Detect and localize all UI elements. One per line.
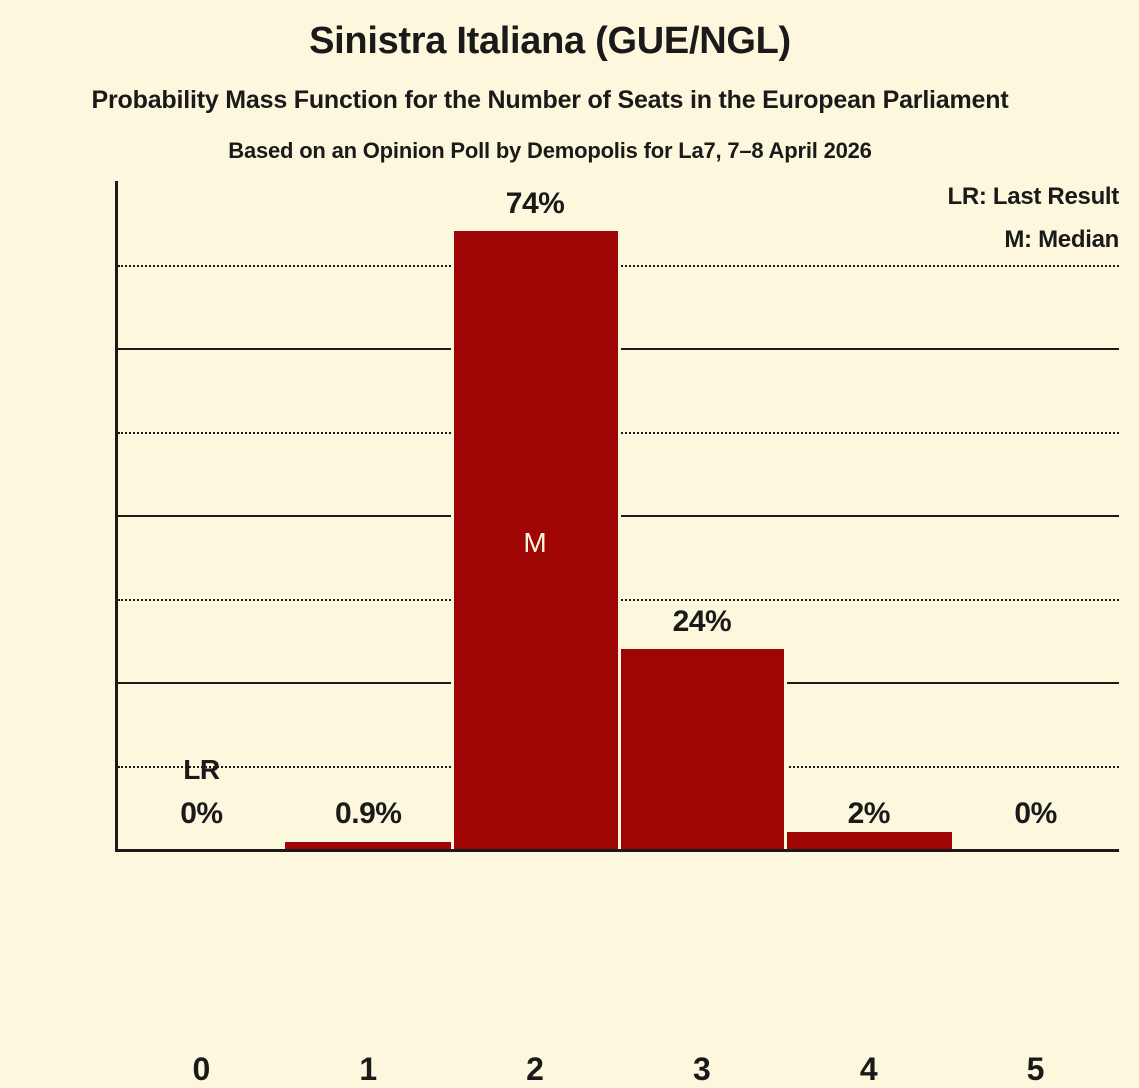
chart-source-note: Based on an Opinion Poll by Demopolis fo…	[228, 138, 872, 163]
x-axis-tick-label: 4	[859, 1051, 878, 1087]
bar-value-label: 0%	[180, 797, 223, 830]
bar-separator	[450, 231, 454, 849]
chart-legend: LR: Last Result M: Median	[947, 185, 1119, 252]
x-axis-tick-label: 2	[526, 1051, 544, 1087]
x-axis-tick-label: 3	[693, 1051, 711, 1087]
x-axis-line	[115, 849, 1119, 852]
bar	[284, 841, 452, 849]
legend-item-last-result: LR: Last Result	[947, 183, 1119, 210]
x-axis-tick-label: 0	[192, 1051, 211, 1087]
bar-value-label: 74%	[505, 187, 565, 221]
x-axis-tick-label: 1	[359, 1051, 378, 1087]
x-axis-tick-label: 5	[1026, 1051, 1045, 1087]
bar-separator	[617, 231, 621, 849]
chart-header: Sinistra Italiana (GUE/NGL) Probability …	[0, 0, 1100, 162]
bar	[785, 832, 953, 849]
page-title: Sinistra Italiana (GUE/NGL)	[309, 20, 791, 62]
last-result-marker: LR	[183, 754, 220, 785]
bar-value-label: 2%	[847, 797, 891, 830]
bar-value-label: 0.9%	[335, 797, 402, 830]
bar-separator	[784, 648, 788, 849]
y-axis-line	[115, 181, 118, 851]
bar-value-label: 24%	[672, 604, 732, 638]
legend-item-median: M: Median	[1004, 226, 1119, 253]
bar-value-label: 0%	[1014, 797, 1057, 830]
bar	[618, 648, 786, 849]
median-marker: M	[523, 527, 547, 559]
bar	[451, 231, 619, 849]
chart-subtitle: Probability Mass Function for the Number…	[91, 86, 1009, 114]
